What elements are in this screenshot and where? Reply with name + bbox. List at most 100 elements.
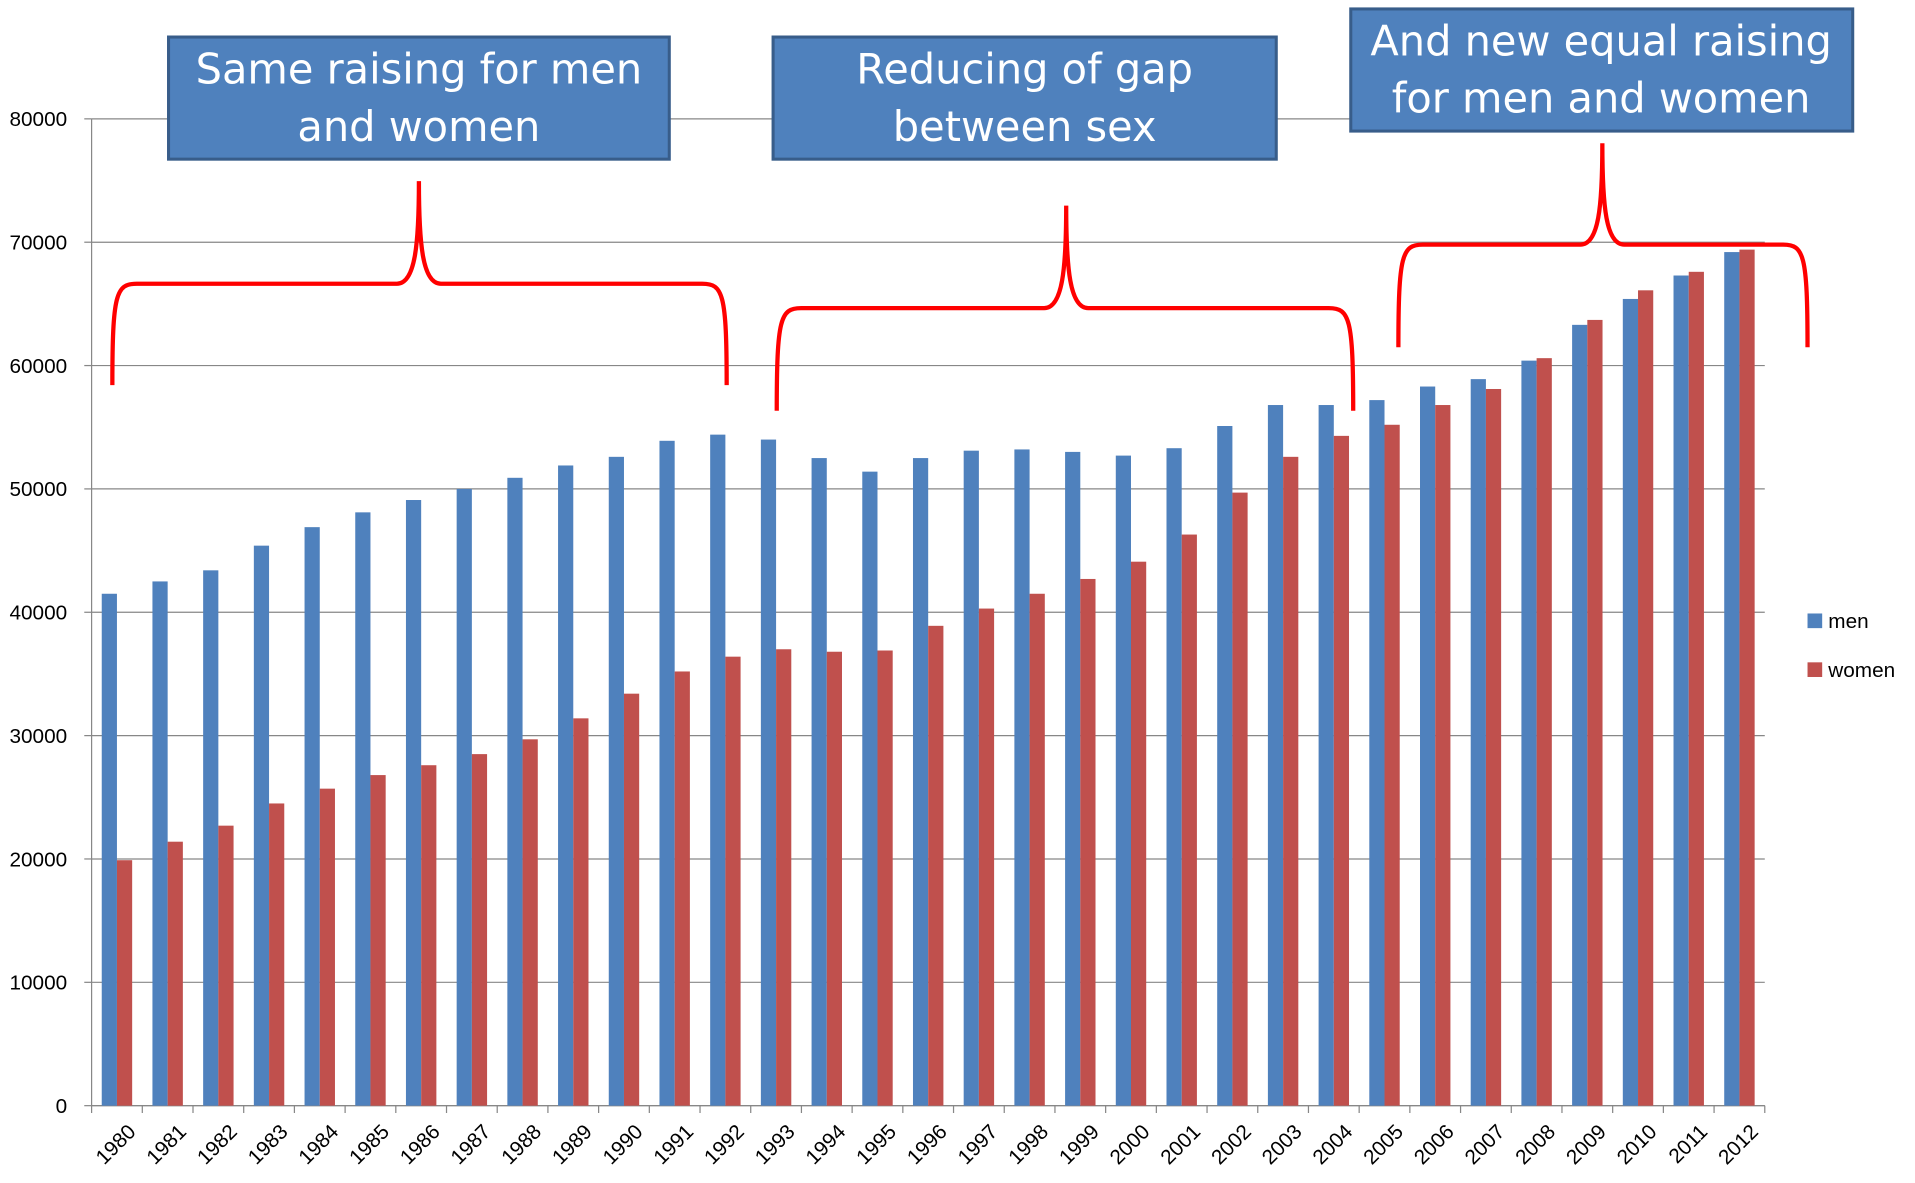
annotation-box: Reducing of gap between sex [771,35,1278,161]
bar [1724,252,1740,1106]
bar [522,739,538,1106]
bar [1115,455,1131,1106]
x-tick-label: 1987 [446,1120,495,1169]
bar [1572,324,1588,1106]
bar [101,593,117,1106]
x-tick-label: 1983 [244,1120,293,1169]
x-tick-label: 2006 [1410,1120,1459,1169]
x-tick-label: 1990 [599,1120,648,1169]
bar [623,693,640,1106]
legend-label: men [1828,610,1868,633]
x-tick-label: 1989 [548,1120,597,1169]
x-tick-label: 2009 [1562,1120,1611,1169]
x-tick-label: 1995 [852,1120,901,1169]
x-tick-label: 2004 [1308,1120,1357,1169]
bar [116,860,133,1106]
plot-area: 0 10000 20000 30000 40000 50000 60000 70000 8000… [9,108,1895,1169]
x-tick-label: 2003 [1258,1120,1307,1169]
bar [1384,424,1400,1106]
bar [1130,561,1147,1106]
x-tick-label: 2007 [1460,1120,1509,1169]
bar [725,656,741,1106]
bar [1521,360,1537,1106]
x-tick-label: 1992 [700,1120,749,1169]
x-tick-label: 1986 [396,1120,445,1169]
x-tick-label: 1984 [294,1120,343,1169]
bar [1739,249,1755,1106]
x-tick-label: 1991 [649,1120,698,1169]
bar [1014,449,1030,1106]
x-tick-label: 2010 [1613,1120,1662,1169]
bar [1065,451,1081,1106]
x-tick-label: 2011 [1664,1120,1712,1168]
bar [1485,388,1502,1106]
bar [659,440,675,1106]
x-tick-label: 1999 [1055,1120,1104,1169]
bar [456,488,472,1106]
bar [1622,298,1639,1106]
bar [1369,400,1385,1106]
bar [304,527,320,1106]
x-tick-label: 2001 [1156,1120,1205,1169]
bar [507,477,523,1106]
x-tick-label: 1997 [953,1120,1002,1169]
brace [110,181,729,386]
legend-label: women [1827,659,1895,682]
bar [710,434,726,1106]
bar [152,581,168,1106]
x-tick-label: 1998 [1004,1120,1053,1169]
annotation-box: Same raising for men and women [167,35,671,161]
bar [1318,405,1334,1106]
x-tick-label: 1993 [751,1120,800,1169]
y-tick-label: 20000 [9,848,67,871]
bar [1166,448,1182,1106]
annotation-text: for men and women [1392,74,1811,123]
y-tick-label: 30000 [9,725,67,748]
bar [558,465,574,1106]
x-tick-label: 2002 [1207,1120,1256,1169]
bar [978,608,995,1106]
x-tick-label: 1988 [497,1120,546,1169]
bar [355,512,371,1106]
y-tick-label: 50000 [9,478,67,501]
bar [1232,492,1248,1106]
bar [811,458,827,1106]
bar [608,456,624,1106]
bar [319,788,335,1106]
bar [1638,290,1654,1106]
x-tick-label: 1996 [903,1120,952,1169]
bar [1267,405,1284,1106]
bar [1181,534,1197,1106]
bar [1333,435,1350,1106]
y-tick-label: 60000 [9,355,67,378]
annotation-text: and women [297,102,540,151]
box [167,35,671,161]
bar [826,651,842,1106]
x-tick-label: 2008 [1511,1120,1560,1169]
y-tick-label: 10000 [9,972,67,995]
x-tick-label: 2012 [1714,1120,1763,1169]
brace [774,205,1356,411]
y-tick-label: 40000 [9,602,67,625]
bar [1283,456,1299,1106]
x-tick-label: 1981 [142,1120,191,1169]
y-tick-label: 70000 [9,232,67,255]
bar [1420,386,1436,1106]
bar [253,545,270,1106]
box [1349,7,1855,133]
annotation-box: And new equal raising for men and women [1349,7,1855,133]
x-tick-label: 1980 [92,1120,141,1169]
bar [405,500,422,1106]
brace [1396,143,1810,348]
x-tick-label: 2005 [1359,1120,1408,1169]
x-tick-label: 1982 [193,1120,242,1169]
legend-swatch [1807,662,1823,677]
bar [218,825,234,1106]
bar [1217,426,1233,1106]
bar [862,471,878,1106]
bar [963,450,979,1106]
annotation-text: Same raising for men [196,44,643,93]
bar [167,841,183,1106]
bar [1587,319,1603,1106]
